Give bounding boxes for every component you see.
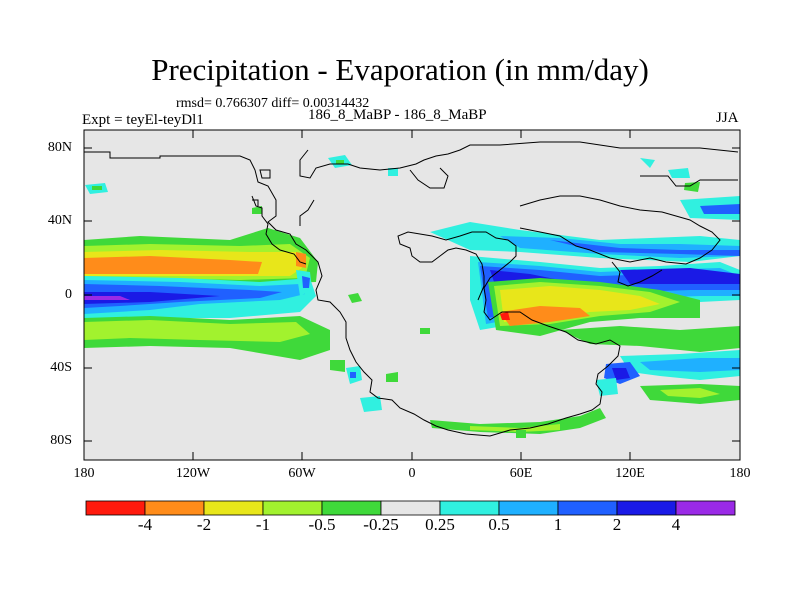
contour-blue-eu (550, 240, 740, 256)
colorbar-label-neg1: -1 (255, 515, 271, 534)
contour-fields (84, 155, 740, 438)
colorbar-box-9 (616, 500, 677, 516)
colorbar-box-8 (557, 500, 618, 516)
contour-green-sio (560, 326, 740, 352)
lon-label-60e: 60E (509, 466, 533, 481)
contour-orange-itcz-pac (84, 256, 262, 274)
lat-label-0: 0 (65, 287, 72, 302)
axis-ticks (84, 130, 740, 460)
contour-blue-np-east (700, 204, 740, 214)
contour-green-arc-1 (336, 160, 344, 164)
contour-green-atl-1 (348, 293, 362, 303)
colorbar-label-neg0-5: -0.5 (308, 515, 336, 534)
season-label: JJA (716, 110, 739, 126)
contour-green-atl-4 (420, 328, 430, 334)
colorbar-label-neg4: -4 (137, 515, 153, 534)
colorbar-label-0-25: 0.25 (425, 515, 455, 534)
experiment-label: Expt = teyEl-teyDl1 (82, 112, 204, 128)
contour-green-atl-2 (330, 360, 345, 372)
contour-orange-io (500, 306, 590, 326)
colorbar-box-10 (675, 500, 736, 516)
contour-blue-atl-1 (350, 372, 356, 378)
contour-cyan-arc-4 (668, 168, 690, 178)
lon-label-180w: 180 (73, 466, 95, 481)
contour-red-io (500, 312, 510, 320)
contour-green-atl-3 (386, 372, 398, 382)
colorbar-label-2: 2 (612, 515, 622, 534)
colorbar-box-3 (262, 500, 323, 516)
lon-label-0: 0 (408, 466, 416, 481)
lon-label-180e: 180 (729, 466, 751, 481)
contour-blue-chile (302, 276, 310, 288)
contour-darkblue-sio (612, 368, 630, 380)
lat-label-80n: 80N (47, 140, 72, 155)
colorbar-box-6 (439, 500, 500, 516)
colorbar-label-1: 1 (553, 515, 563, 534)
contour-cyan-arc-2 (388, 168, 398, 176)
contour-darkblue-eqpac (84, 292, 220, 304)
colorbar-box-4 (321, 500, 382, 516)
run-comparison-label: 186_8_MaBP - 186_8_MaBP (308, 107, 487, 123)
contour-lime-sio2 (660, 388, 720, 398)
lon-label-60w: 60W (288, 466, 316, 481)
contour-green-so2 (516, 430, 526, 438)
colorbar-label-4: 4 (671, 515, 681, 534)
contour-darkblue-wp (620, 268, 740, 284)
colorbar-box-7 (498, 500, 559, 516)
colorbar-box-1 (144, 500, 205, 516)
contour-orange-americas (296, 252, 306, 268)
contour-lime-shpac (84, 320, 310, 342)
lon-label-120w: 120W (175, 466, 211, 481)
colorbar-box-0 (85, 500, 146, 516)
contour-cyan-ant (360, 396, 382, 412)
contour-lightblue-sio (640, 358, 740, 372)
colorbar-box-5 (380, 500, 441, 516)
colorbar-label-0-5: 0.5 (488, 515, 510, 534)
contour-green-np-1 (92, 186, 102, 190)
contour-purple-eqpac (84, 296, 130, 300)
rmsd-diff-stats: rmsd= 0.766307 diff= 0.00314432 (176, 96, 370, 111)
lat-label-80s: 80S (50, 433, 72, 448)
contour-cyan-arc-3 (640, 158, 655, 168)
contour-green-arc-2 (684, 182, 700, 192)
colorbar (85, 500, 736, 516)
lat-label-40s: 40S (50, 360, 72, 375)
colorbar-box-2 (203, 500, 264, 516)
lon-label-120e: 120E (615, 466, 645, 481)
contour-lime-so (470, 424, 560, 432)
colorbar-label-neg2: -2 (196, 515, 212, 534)
contour-green-np-2 (252, 206, 262, 214)
colorbar-label-neg0-25: -0.25 (363, 515, 399, 534)
coastlines (84, 141, 739, 437)
map-title: Precipitation - Evaporation (in mm/day) (151, 52, 649, 87)
lat-label-40n: 40N (47, 213, 72, 228)
